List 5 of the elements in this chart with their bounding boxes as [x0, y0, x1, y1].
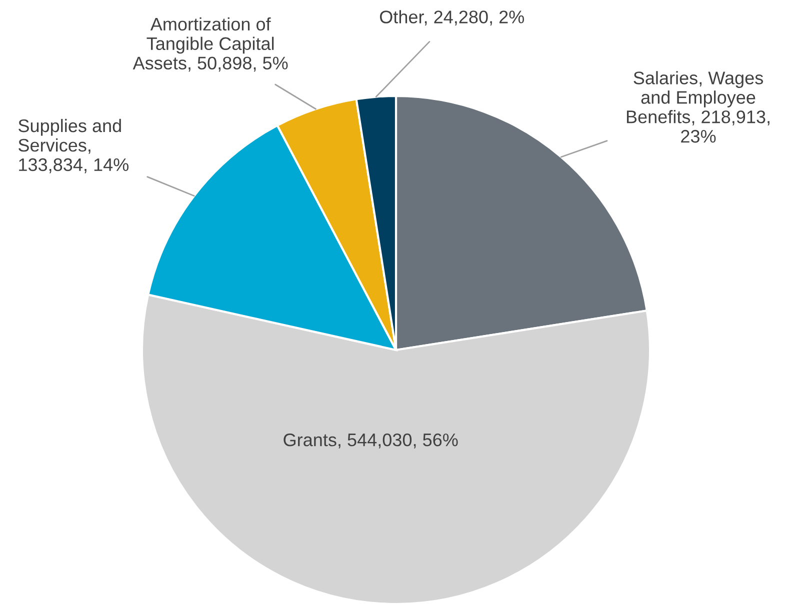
slice-label: Salaries, Wages and Employee Benefits, 218,913, 23%	[626, 71, 770, 143]
slice-label: Grants, 544,030, 56%	[284, 434, 458, 448]
slice-label: Amortization of Tangible Capital Assets, 50,898, 5%	[132, 17, 288, 72]
slice-label: Supplies and Services, 133,834, 14%	[18, 118, 128, 174]
slice-label: Other, 24,280, 2%	[380, 10, 524, 26]
